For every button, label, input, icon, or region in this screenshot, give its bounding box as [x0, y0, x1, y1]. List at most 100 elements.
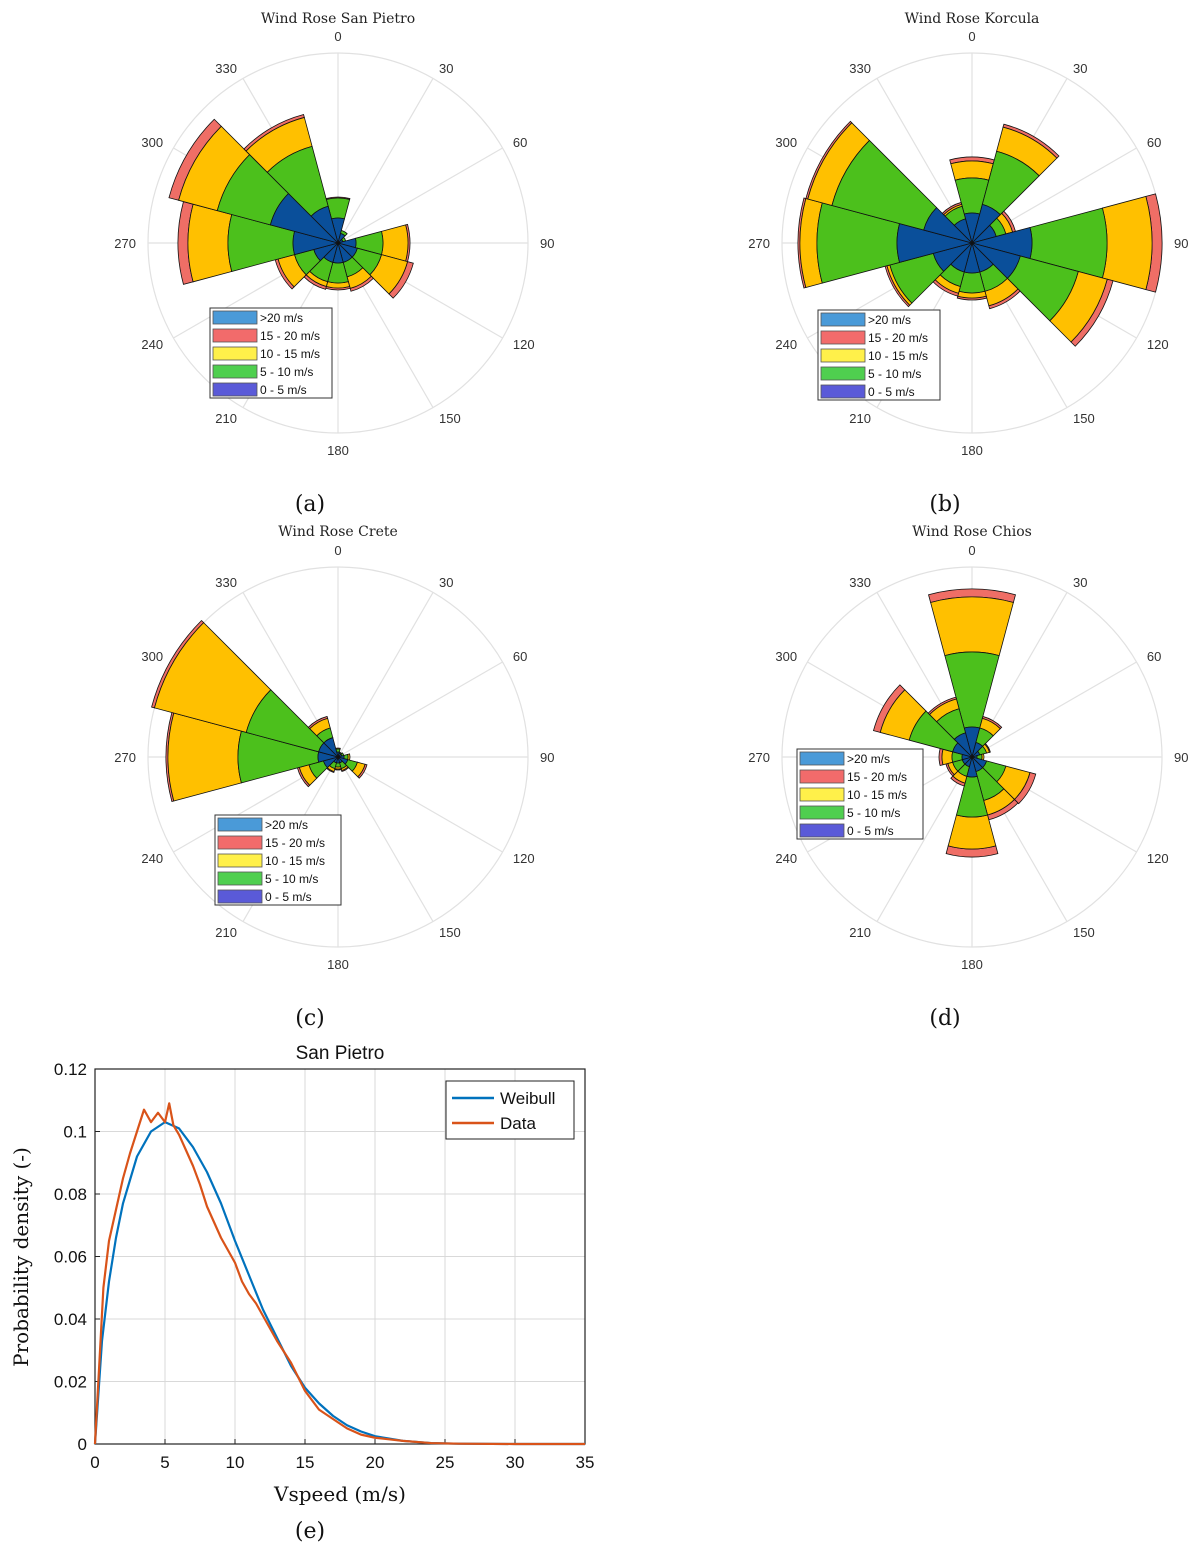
rose-bar-10-15-dir-270 — [187, 203, 233, 283]
legend-swatch — [212, 382, 258, 397]
panel-label-b: (b) — [929, 492, 960, 517]
angle-label: 300 — [775, 649, 797, 664]
angle-label: 150 — [439, 925, 461, 940]
angle-label: 180 — [961, 443, 983, 458]
polar-spoke — [337, 756, 503, 853]
panel-label-a: (a) — [295, 492, 325, 517]
legend-swatch — [820, 312, 866, 327]
weibull-chart: San Pietro Vspeed (m/s) Probability dens… — [9, 1043, 594, 1544]
angle-label: 210 — [849, 411, 871, 426]
polar-spoke — [337, 78, 434, 244]
wind-rose-crete: Wind Rose Crete 0 30 60 90 120 150 180 210 240 270… — [114, 524, 554, 972]
angle-label: 240 — [775, 337, 797, 352]
angle-label: 150 — [1073, 925, 1095, 940]
x-tick-label: 25 — [436, 1453, 455, 1472]
angle-label: 210 — [849, 925, 871, 940]
angle-label: 270 — [748, 750, 770, 765]
angle-label: 60 — [513, 135, 527, 150]
y-tick-label: 0.02 — [54, 1373, 87, 1392]
legend-swatch — [820, 330, 866, 345]
angle-label: 300 — [141, 135, 163, 150]
legend-swatch — [217, 871, 263, 886]
legend-swatch — [212, 364, 258, 379]
legend-swatch — [820, 348, 866, 363]
angle-label: 30 — [1073, 61, 1087, 76]
wind-rose-korcula: Wind Rose Korcula 0 30 60 90 120 150 180 210 240 2… — [748, 11, 1188, 458]
polar-spoke — [337, 661, 503, 758]
rose-bar-10-15-dir-180 — [947, 814, 997, 850]
angle-label: 210 — [215, 411, 237, 426]
legend-label: 0 - 5 m/s — [260, 383, 307, 397]
angle-label: 150 — [1073, 411, 1095, 426]
y-axis-label: Probability density (-) — [9, 1147, 33, 1367]
rose-bar-0-5-dir-300 — [923, 207, 974, 244]
angle-label: 120 — [1147, 851, 1169, 866]
legend-swatch — [212, 346, 258, 361]
angle-label: 120 — [1147, 337, 1169, 352]
legend-swatch — [799, 769, 845, 784]
rose-bar-0-5-dir-330 — [953, 218, 973, 245]
y-tick-label: 0.12 — [54, 1060, 87, 1079]
rose-bar-0-5-dir-330 — [310, 205, 339, 245]
rose-title: Wind Rose San Pietro — [261, 11, 415, 27]
angle-label: 330 — [849, 61, 871, 76]
legend-swatch — [217, 817, 263, 832]
data-line — [93, 1102, 585, 1446]
panel-label-d: (d) — [929, 1006, 960, 1031]
angle-label: 90 — [540, 750, 554, 765]
angle-label: 90 — [540, 236, 554, 251]
polar-spoke — [337, 147, 503, 244]
plot-frame — [94, 1068, 586, 1445]
rose-title: Wind Rose Chios — [912, 524, 1032, 540]
angle-label: 0 — [334, 29, 341, 44]
angle-label: 60 — [513, 649, 527, 664]
legend-swatch — [217, 835, 263, 850]
angle-label: 240 — [141, 851, 163, 866]
legend-label: 5 - 10 m/s — [265, 872, 318, 886]
angle-label: 0 — [334, 543, 341, 558]
angle-label: 30 — [439, 575, 453, 590]
legend-swatch — [820, 366, 866, 381]
legend-label: 15 - 20 m/s — [847, 770, 907, 784]
legend-label: >20 m/s — [260, 311, 303, 325]
angle-label: 180 — [327, 957, 349, 972]
angle-label: 60 — [1147, 135, 1161, 150]
legend-label: 0 - 5 m/s — [868, 385, 915, 399]
angle-label: 30 — [1073, 575, 1087, 590]
angle-label: 330 — [215, 61, 237, 76]
polar-spoke — [337, 756, 434, 922]
panel-label-e: (e) — [295, 1519, 325, 1544]
angle-label: 120 — [513, 337, 535, 352]
x-tick-label: 20 — [366, 1453, 385, 1472]
x-axis-label: Vspeed (m/s) — [273, 1482, 406, 1506]
angle-label: 270 — [114, 236, 136, 251]
legend-label-weibull-line: Weibull — [500, 1089, 555, 1108]
legend-label: 5 - 10 m/s — [847, 806, 900, 820]
x-tick-label: 35 — [576, 1453, 595, 1472]
angle-label: 0 — [968, 29, 975, 44]
legend-label: 10 - 15 m/s — [847, 788, 907, 802]
legend-label: 5 - 10 m/s — [868, 367, 921, 381]
rose-bar-0-5-dir-330 — [323, 737, 339, 759]
legend-label: 10 - 15 m/s — [265, 854, 325, 868]
x-tick-label: 5 — [160, 1453, 169, 1472]
angle-label: 210 — [215, 925, 237, 940]
legend-label: >20 m/s — [265, 818, 308, 832]
rose-bar-10-15-dir-90 — [1101, 195, 1153, 291]
angle-label: 180 — [961, 957, 983, 972]
rose-bar-10-15-dir-0 — [950, 160, 994, 181]
chart-legend-box — [445, 1080, 575, 1140]
angle-label: 300 — [141, 649, 163, 664]
legend-label: 0 - 5 m/s — [265, 890, 312, 904]
legend-swatch — [799, 787, 845, 802]
legend-label: 15 - 20 m/s — [265, 836, 325, 850]
rose-bar-0-5-dir-30 — [337, 232, 346, 245]
x-tick-label: 30 — [506, 1453, 525, 1472]
x-tick-label: 10 — [226, 1453, 245, 1472]
legend-label: 15 - 20 m/s — [868, 331, 928, 345]
x-tick-label: 15 — [296, 1453, 315, 1472]
angle-label: 330 — [215, 575, 237, 590]
angle-label: 270 — [748, 236, 770, 251]
legend-swatch — [212, 310, 258, 325]
